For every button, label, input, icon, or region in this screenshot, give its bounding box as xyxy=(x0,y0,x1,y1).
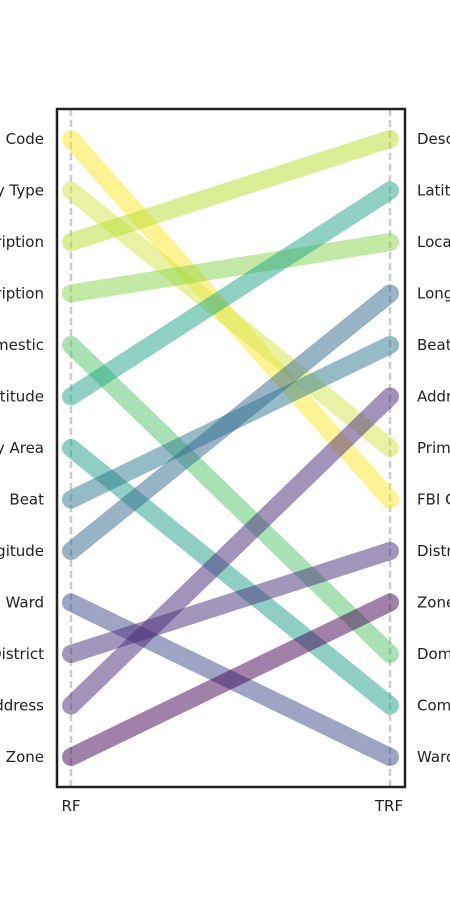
left-rank-label-3: ription xyxy=(0,233,44,251)
left-rank-label-12: ddress xyxy=(0,697,44,715)
slope-line-3 xyxy=(62,130,399,251)
right-rank-label-12: Com xyxy=(417,697,450,715)
right-rank-label-1: Desc xyxy=(417,130,450,148)
right-rank-label-9: Distr xyxy=(417,542,450,560)
slope-line-5 xyxy=(62,336,399,663)
slope-line-6 xyxy=(62,181,399,406)
right-rank-label-3: Loca xyxy=(417,233,450,251)
right-rank-label-11: Dom xyxy=(417,645,450,663)
right-rank-label-10: Zone xyxy=(417,594,450,612)
slope-line-11 xyxy=(62,542,399,663)
left-rank-label-2: y Type xyxy=(0,182,44,200)
left-rank-label-1: Code xyxy=(6,130,44,148)
left-rank-label-11: District xyxy=(0,645,44,663)
right-rank-label-2: Latitu xyxy=(417,182,450,200)
left-rank-label-10: Ward xyxy=(6,594,45,612)
slope-line-12 xyxy=(62,387,399,715)
left-rank-label-7: y Area xyxy=(0,439,44,457)
right-rank-label-5: Beat xyxy=(417,336,450,354)
slope-line-9 xyxy=(62,284,399,560)
plot-frame xyxy=(55,107,407,789)
slope-line-7 xyxy=(62,439,399,715)
left-rank-label-13: Zone xyxy=(6,748,44,766)
left-rank-label-8: Beat xyxy=(9,491,44,509)
right-rank-label-4: Long xyxy=(417,285,450,303)
x-axis-label-rf: RF xyxy=(61,797,80,815)
left-rank-label-4: ription xyxy=(0,285,44,303)
right-rank-label-7: Prim xyxy=(417,439,450,457)
right-rank-label-13: Ward xyxy=(417,748,450,766)
slope-line-4 xyxy=(62,233,399,303)
left-rank-label-9: gitude xyxy=(0,542,44,560)
slope-lines xyxy=(62,130,399,766)
right-rank-label-8: FBI C xyxy=(417,491,450,509)
slope-line-13 xyxy=(62,593,399,766)
left-rank-label-5: mestic xyxy=(0,336,44,354)
right-rank-label-6: Addr xyxy=(417,388,450,406)
left-rank-label-6: atitude xyxy=(0,388,44,406)
rank-labels: Code y Type ription ription mestic atitude y A… xyxy=(0,130,450,766)
x-axis-label-trf: TRF xyxy=(374,797,403,815)
